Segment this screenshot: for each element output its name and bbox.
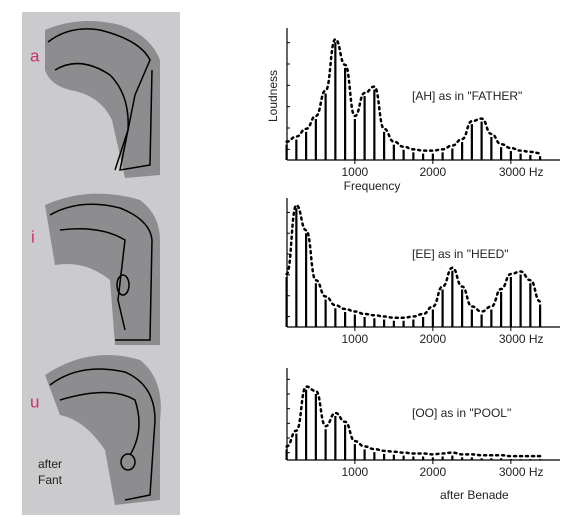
vowel-label: u [30,392,39,411]
x-tick-label: 1000 [342,465,369,479]
tract-u [45,355,161,505]
credit: after Benade [440,488,509,502]
x-tick-label: 1000 [342,332,369,346]
x-tick-label: 3000 Hz [499,465,544,479]
x-tick-label: 2000 [420,465,447,479]
tract-a [45,21,160,178]
envelope [285,203,542,319]
vowel-label: a [30,46,40,65]
y-axis-label: Loudness [266,70,280,122]
annotation: [AH] as in "FATHER" [412,89,522,103]
x-tick-label: 3000 Hz [499,165,544,179]
tract-i [45,193,160,345]
envelope [285,385,542,458]
x-tick-label: 2000 [420,332,447,346]
x-tick-label: 2000 [420,165,447,179]
credit-line: after [38,457,62,471]
x-axis-label: Frequency [344,179,401,193]
annotation: [OO] as in "POOL" [412,406,511,420]
x-tick-label: 3000 Hz [499,332,544,346]
x-tick-label: 1000 [342,165,369,179]
vowel-label: i [31,227,35,246]
envelope [285,37,542,155]
credit-line: Fant [38,473,63,487]
annotation: [EE] as in "HEED" [412,247,509,261]
